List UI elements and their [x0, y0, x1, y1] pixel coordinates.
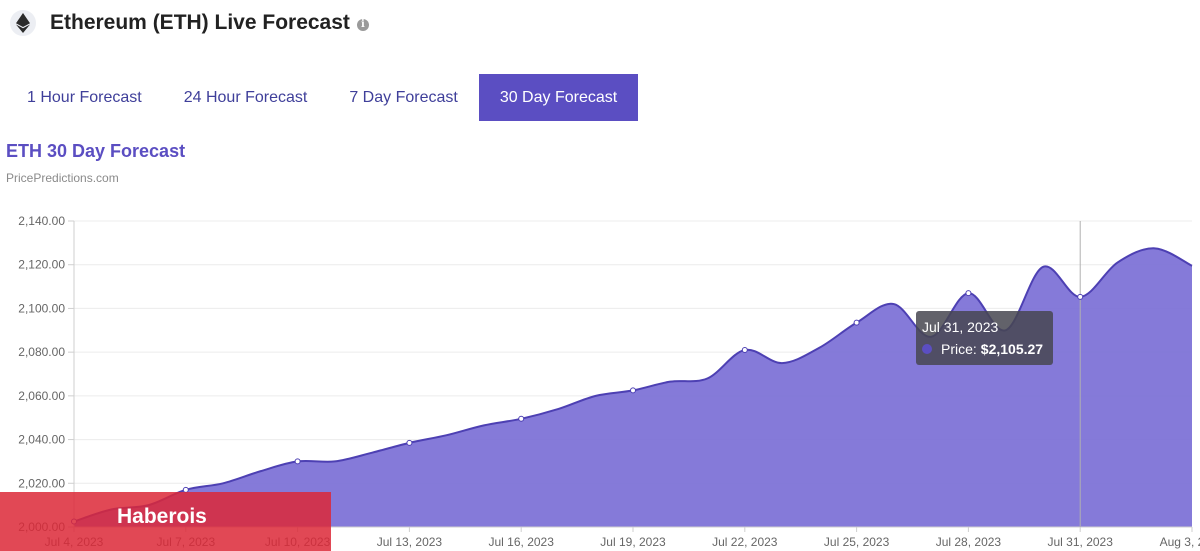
- y-tick-label: 2,080.00: [18, 345, 65, 359]
- y-tick-label: 2,060.00: [18, 389, 65, 403]
- chart-tooltip: Jul 31, 2023 Price: $2,105.27: [916, 311, 1053, 365]
- tooltip-label: Price:: [941, 341, 977, 357]
- watermark-banner: Haberois: [0, 492, 331, 551]
- tab-1-hour-forecast[interactable]: 1 Hour Forecast: [27, 89, 142, 106]
- data-point[interactable]: [518, 415, 525, 422]
- forecast-tabs: 1 Hour Forecast 24 Hour Forecast 7 Day F…: [6, 74, 639, 121]
- x-tick-label: Jul 16, 2023: [489, 535, 555, 549]
- x-tick-label: Jul 31, 2023: [1048, 535, 1114, 549]
- data-point[interactable]: [406, 439, 413, 446]
- tooltip-row: Price: $2,105.27: [922, 341, 1043, 357]
- y-tick-label: 2,100.00: [18, 301, 65, 315]
- x-tick-label: Jul 25, 2023: [824, 535, 890, 549]
- tab-30-day-forecast[interactable]: 30 Day Forecast: [478, 74, 639, 121]
- page-header: Ethereum (ETH) Live Forecast i: [10, 8, 369, 38]
- page-title: Ethereum (ETH) Live Forecast: [50, 11, 350, 34]
- x-tick-label: Jul 19, 2023: [600, 535, 666, 549]
- data-point[interactable]: [741, 346, 748, 353]
- series-dot-icon: [922, 344, 932, 354]
- x-tick-label: Jul 13, 2023: [377, 535, 443, 549]
- data-point[interactable]: [1077, 293, 1084, 300]
- y-tick-label: 2,120.00: [18, 258, 65, 272]
- chart-title: ETH 30 Day Forecast: [6, 141, 186, 161]
- tab-7-day-forecast[interactable]: 7 Day Forecast: [349, 89, 458, 106]
- chart-source: PricePredictions.com: [6, 171, 119, 185]
- x-tick-label: Jul 22, 2023: [712, 535, 778, 549]
- tooltip-date: Jul 31, 2023: [922, 319, 999, 335]
- y-tick-label: 2,040.00: [18, 433, 65, 447]
- data-point[interactable]: [965, 290, 972, 297]
- y-tick-label: 2,140.00: [18, 214, 65, 228]
- data-point[interactable]: [630, 387, 636, 394]
- info-icon[interactable]: i: [356, 18, 369, 31]
- watermark-text: Haberois: [117, 505, 207, 528]
- data-point[interactable]: [853, 319, 860, 326]
- ethereum-icon: [10, 10, 36, 36]
- tooltip-value: $2,105.27: [980, 341, 1044, 357]
- tab-24-hour-forecast[interactable]: 24 Hour Forecast: [183, 89, 308, 106]
- y-tick-label: 2,020.00: [18, 476, 65, 490]
- x-tick-label: Aug 3, 2023: [1160, 535, 1200, 549]
- price-area: [74, 248, 1192, 527]
- x-tick-label: Jul 28, 2023: [936, 535, 1002, 549]
- data-point[interactable]: [294, 458, 301, 465]
